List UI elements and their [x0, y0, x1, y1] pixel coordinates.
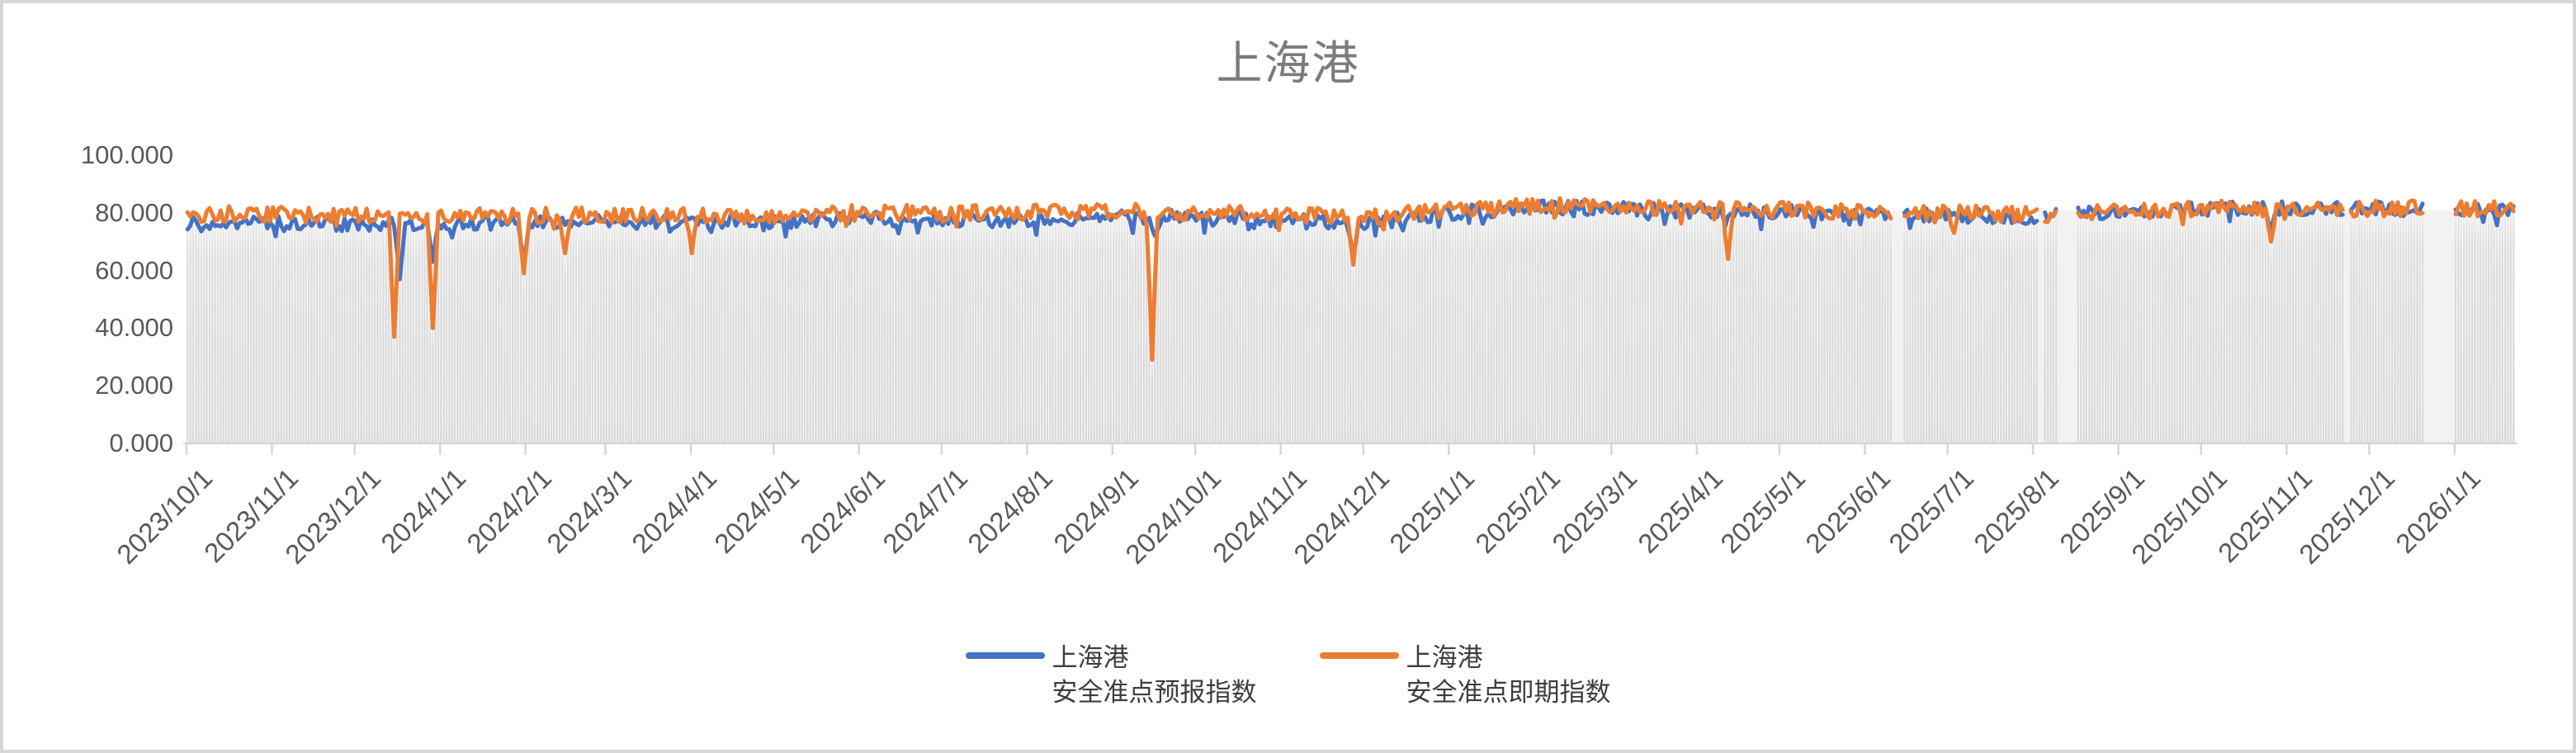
legend-label: 上海港 安全准点即期指数	[1406, 643, 1611, 707]
chart-canvas[interactable]	[3, 3, 2576, 753]
x-axis-tick-label: 2024/5/1	[708, 462, 806, 560]
x-axis-tick-label: 2023/10/1	[111, 462, 219, 570]
x-axis-tick-label: 2025/4/1	[1631, 462, 1728, 560]
x-axis-tick-label: 2024/1/1	[375, 462, 472, 560]
x-axis-tick-label: 2025/5/1	[1714, 462, 1812, 560]
x-axis-tick-label: 2024/2/1	[460, 462, 557, 560]
legend: 上海港 安全准点预报指数 上海港 安全准点即期指数	[3, 641, 2573, 710]
legend-line-swatch	[965, 652, 1045, 659]
x-axis-tick-label: 2025/3/1	[1546, 462, 1643, 560]
y-axis-tick-label: 80.000	[95, 197, 173, 227]
x-axis-tick-label: 2025/1/1	[1383, 462, 1481, 560]
y-axis-tick-label: 60.000	[95, 255, 173, 285]
y-axis-tick-label: 100.000	[80, 140, 173, 169]
y-axis-tick-label: 0.000	[109, 429, 173, 457]
x-axis-tick-label: 2024/7/1	[877, 462, 974, 560]
x-axis-tick-label: 2025/7/1	[1882, 462, 1979, 560]
x-axis-tick-label: 2024/4/1	[626, 462, 723, 560]
x-axis-tick-label: 2025/6/1	[1799, 462, 1897, 560]
chart-title: 上海港	[1216, 37, 1360, 89]
y-axis-labels: 100.000 80.000 60.000 40.000 20.000 0.000	[3, 3, 173, 499]
x-axis-tick-label: 2025/2/1	[1468, 462, 1566, 560]
x-axis-labels: 2023/10/1 2023/11/1 2023/12/1 2024/1/1 2024/…	[3, 3, 2573, 750]
x-axis-tick-label: 2024/8/1	[962, 462, 1059, 560]
y-axis-tick-label: 20.000	[95, 371, 173, 400]
y-axis-tick-label: 40.000	[95, 313, 173, 343]
x-axis-tick-label: 2026/1/1	[2389, 462, 2487, 560]
legend-entry-spot[interactable]: 上海港 安全准点即期指数	[1319, 641, 1611, 710]
legend-entry-forecast[interactable]: 上海港 安全准点预报指数	[965, 641, 1257, 710]
x-axis-tick-label: 2024/6/1	[793, 462, 891, 560]
legend-line-swatch	[1319, 652, 1399, 659]
series-line-1	[185, 196, 2516, 362]
x-axis-tick-label: 2024/3/1	[540, 462, 637, 560]
legend-label: 上海港 安全准点预报指数	[1052, 643, 1257, 707]
x-axis-tick-label: 2025/8/1	[1968, 462, 2065, 560]
